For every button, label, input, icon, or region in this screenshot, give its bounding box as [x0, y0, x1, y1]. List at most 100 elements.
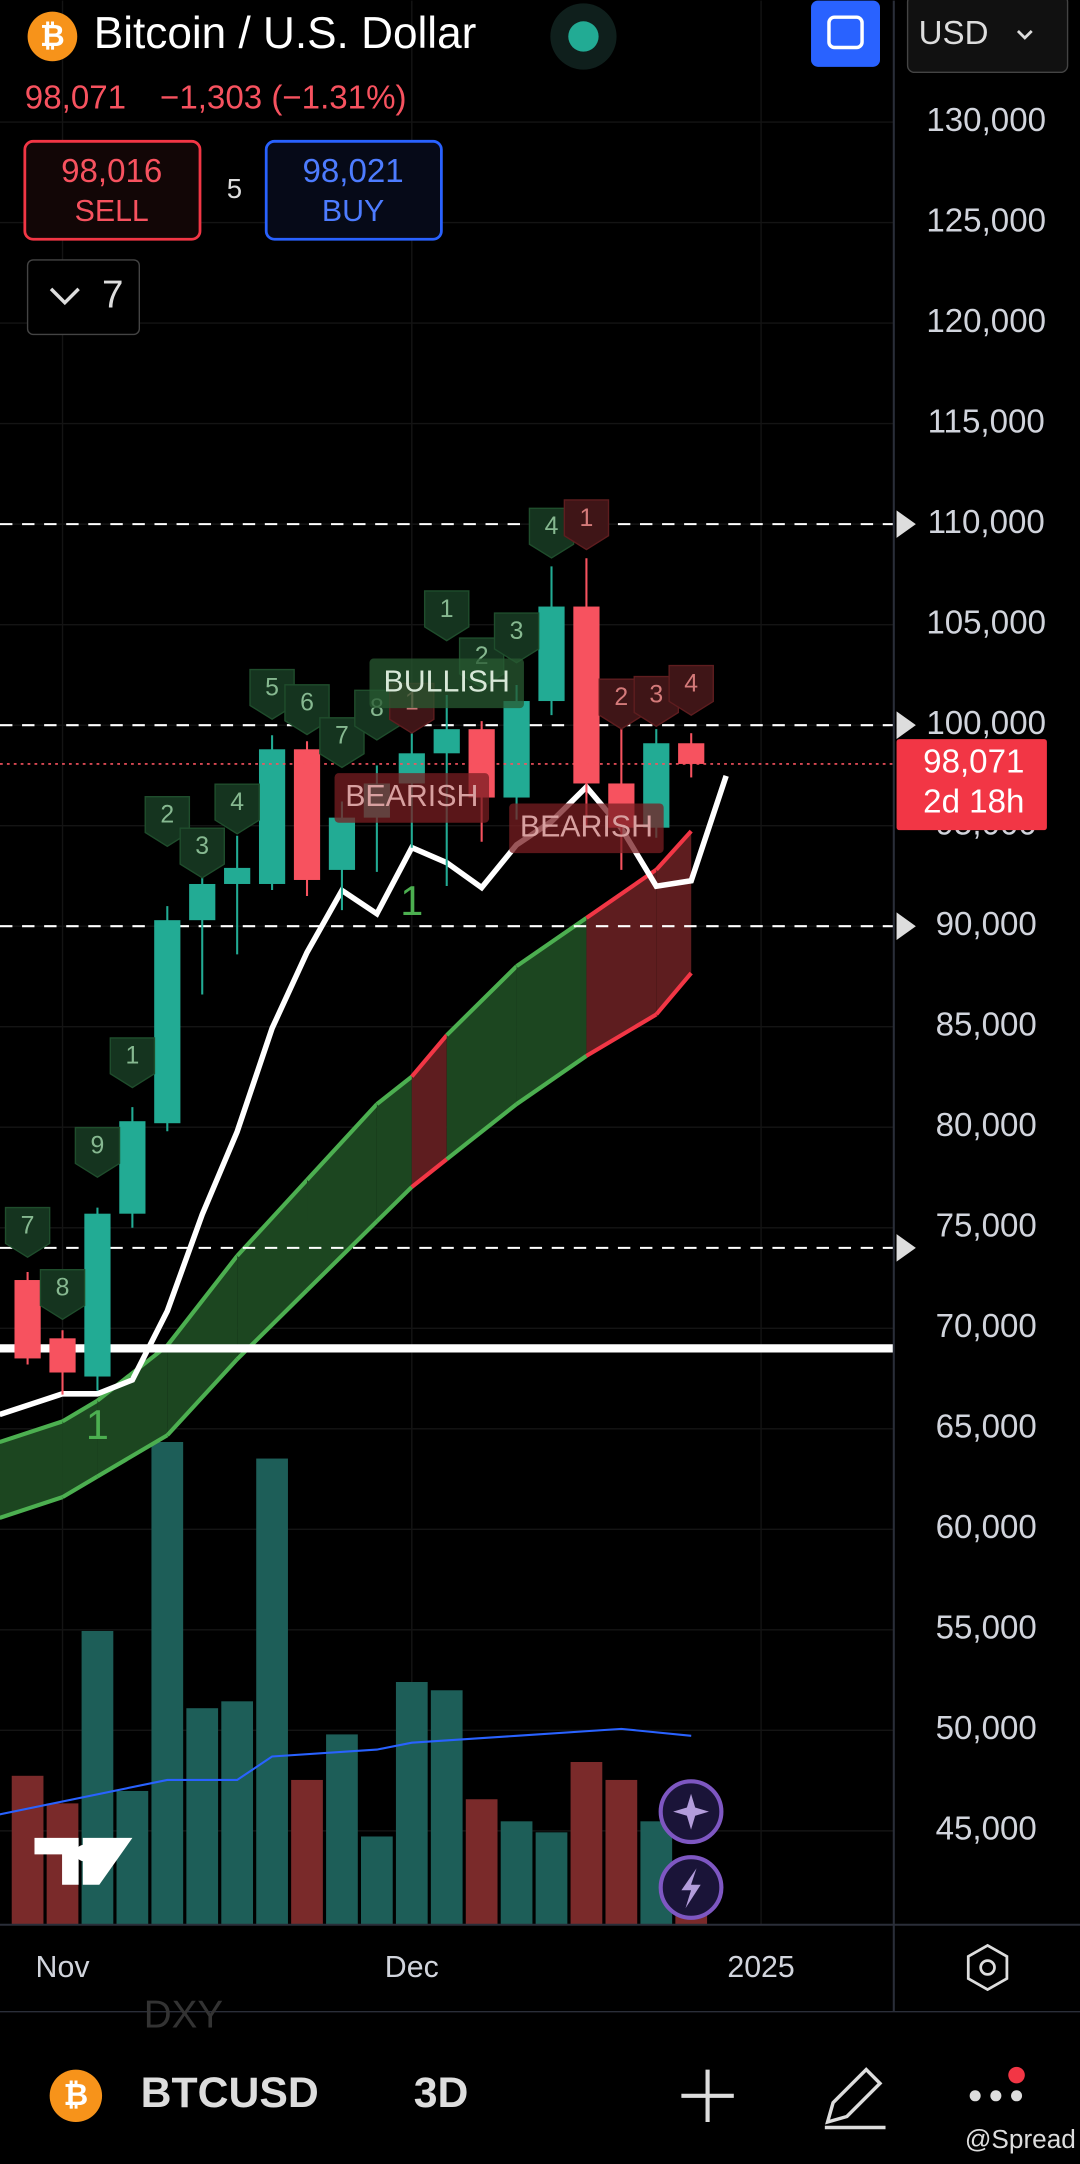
tv-logo	[75, 1844, 93, 1862]
band-edge	[375, 1185, 414, 1223]
count-label: 4	[545, 513, 559, 540]
fullscreen-icon	[827, 15, 864, 50]
price-change: −1,303 (−1.31%)	[160, 80, 407, 117]
candle-body	[84, 1213, 111, 1377]
pattern-mark: 1	[400, 878, 423, 924]
count-label-bg	[563, 499, 610, 551]
buy-price: 98,021	[302, 153, 403, 190]
y-tick-label: 70,000	[936, 1308, 1037, 1345]
coin-icon	[27, 11, 78, 62]
y-tick-label: 100,000	[926, 705, 1046, 742]
candle-body	[328, 817, 356, 870]
count-label-bg	[668, 664, 714, 717]
currency: USD	[919, 15, 989, 52]
volume-bar	[256, 1458, 288, 1925]
level-marker	[896, 711, 916, 739]
currency-select[interactable]	[906, 0, 1069, 74]
count-label: 3	[510, 618, 524, 645]
count-label: 1	[580, 505, 594, 532]
more-dot	[1011, 2090, 1023, 2102]
more-dot[interactable]	[969, 2090, 981, 2102]
band-edge	[165, 1357, 239, 1437]
count-label: 6	[300, 690, 314, 717]
coin-symbol: ₿	[64, 2079, 89, 2112]
draw-button[interactable]	[824, 2067, 886, 2130]
sell-button[interactable]	[23, 139, 202, 241]
spread: 5	[227, 173, 242, 204]
sparkle-icon	[673, 1793, 709, 1830]
band-fill	[376, 1076, 412, 1222]
band-fill	[0, 1421, 63, 1518]
flash-icon	[681, 1868, 701, 1909]
volume-bar	[151, 1442, 184, 1925]
signal-label: BULLISH	[384, 665, 510, 698]
more-dot	[990, 2090, 1002, 2102]
settings-icon[interactable]	[966, 1943, 1009, 1992]
band-edge	[96, 1433, 169, 1479]
band-edge	[235, 1178, 309, 1258]
y-tick-label: 120,000	[926, 303, 1046, 340]
band-fill	[446, 966, 517, 1160]
interval[interactable]: 3D	[414, 2069, 469, 2117]
buy-button[interactable]	[264, 139, 443, 241]
volume-bar	[465, 1799, 498, 1925]
candle-body	[433, 729, 460, 754]
x-tick-label: 2025	[727, 1951, 794, 1984]
y-tick-label: 55,000	[936, 1610, 1037, 1647]
y-tick-label: 45,000	[936, 1811, 1037, 1848]
count-label: 3	[195, 833, 209, 860]
symbol[interactable]: BTCUSD	[141, 2069, 319, 2117]
candle-body	[154, 920, 181, 1124]
count-label: 7	[21, 1212, 35, 1239]
band-edge	[410, 1157, 449, 1189]
count-label-bg	[39, 1268, 86, 1321]
volume-bar	[221, 1701, 254, 1925]
add-button[interactable]	[681, 2069, 734, 2123]
x-tick-label: Nov	[36, 1951, 91, 1984]
count-label-bg	[74, 1126, 121, 1179]
band-fill	[586, 869, 657, 1056]
band-fill	[656, 831, 692, 1015]
band-edge	[305, 1102, 379, 1182]
count-label: 7	[335, 723, 349, 750]
credit: @Spread	[965, 2124, 1076, 2154]
count-label: 2	[160, 802, 174, 829]
chevron	[1016, 29, 1033, 40]
candle-body	[573, 606, 600, 784]
y-tick-label: 75,000	[936, 1208, 1037, 1245]
volume-bar	[291, 1779, 323, 1925]
notification-dot	[1008, 2066, 1025, 2084]
y-tick-label: 85,000	[936, 1006, 1037, 1043]
behind-text: DXY	[144, 1993, 223, 2036]
candle-body	[224, 867, 251, 884]
count-label-bg	[109, 1037, 156, 1089]
bottom-bar	[0, 2011, 1080, 2164]
signal-label: BEARISH	[345, 780, 478, 813]
indicators-toggle[interactable]	[26, 259, 140, 336]
indicators-count: 7	[102, 273, 123, 316]
band-edge	[445, 964, 519, 1037]
volume-bar	[361, 1836, 393, 1925]
band-edge	[585, 1012, 658, 1058]
candle-body	[538, 606, 565, 702]
fullscreen-button[interactable]	[811, 0, 880, 67]
sell-price: 98,016	[61, 153, 162, 190]
y-tick-label: 130,000	[926, 102, 1046, 139]
sell-label: SELL	[75, 195, 149, 228]
candle-body	[189, 883, 216, 921]
band-edge	[585, 868, 658, 920]
coin-icon	[49, 2069, 103, 2122]
candle-body	[119, 1121, 146, 1214]
chevron	[49, 287, 80, 306]
candle-body	[503, 701, 530, 798]
candle-body	[258, 749, 286, 884]
level-marker	[896, 912, 916, 940]
count-label: 2	[614, 684, 628, 711]
signal-box	[334, 773, 490, 823]
y-tick-label: 60,000	[936, 1509, 1037, 1546]
band-fill	[237, 1179, 308, 1360]
band-edge	[654, 829, 693, 872]
signal-label: BEARISH	[520, 810, 653, 843]
